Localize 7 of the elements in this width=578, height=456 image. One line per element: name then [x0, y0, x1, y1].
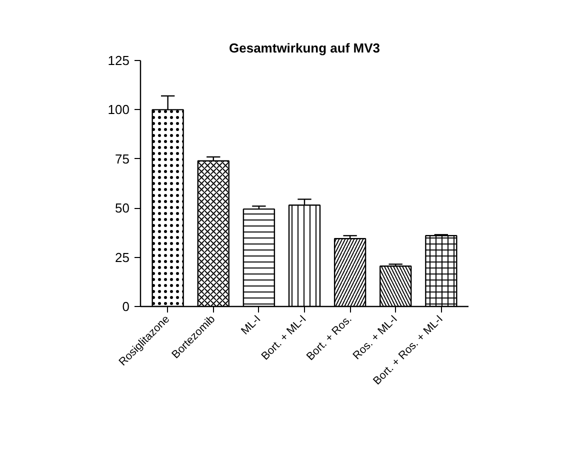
y-tick-label: 0: [122, 299, 130, 314]
y-tick-label: 50: [115, 200, 130, 216]
y-tick-label: 25: [115, 250, 130, 265]
y-tick-label: 75: [115, 151, 130, 166]
y-tick-label: 100: [108, 102, 130, 118]
y-tick-label: 125: [108, 53, 130, 68]
chart-title: Gesamtwirkung auf MV3: [229, 40, 380, 56]
